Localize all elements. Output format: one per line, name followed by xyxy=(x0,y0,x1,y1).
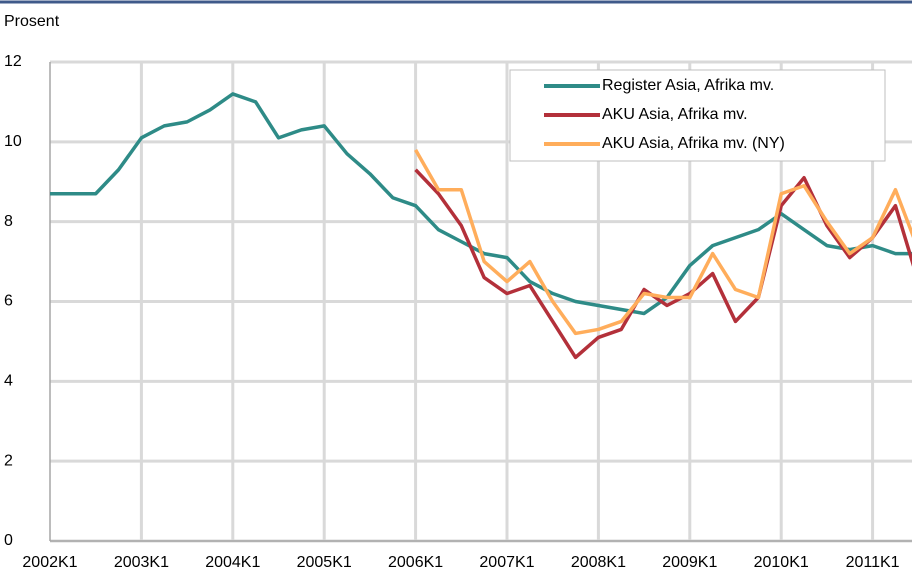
x-tick-label: 2011K1 xyxy=(846,554,900,571)
legend-label: AKU Asia, Afrika mv. (NY) xyxy=(602,135,785,152)
x-tick-label: 2002K1 xyxy=(22,554,77,571)
series-line xyxy=(50,92,912,316)
x-tick-label: 2006K1 xyxy=(388,554,443,571)
y-tick-label: 8 xyxy=(4,213,13,230)
x-tick-label: 2003K1 xyxy=(114,554,169,571)
y-tick-label: 4 xyxy=(4,373,13,390)
series-line xyxy=(414,148,912,336)
legend: Register Asia, Afrika mv. AKU Asia, Afrik… xyxy=(509,69,886,162)
grid xyxy=(49,60,912,543)
legend-label: AKU Asia, Afrika mv. xyxy=(602,106,748,123)
y-tick-label: 6 xyxy=(4,293,13,310)
y-tick-label: 2 xyxy=(4,452,13,469)
x-tick-label: 2009K1 xyxy=(662,554,717,571)
x-tick-label: 2005K1 xyxy=(297,554,352,571)
x-tick-label: 2010K1 xyxy=(754,554,809,571)
y-tick-label: 10 xyxy=(4,133,22,150)
x-tick-label: 2008K1 xyxy=(571,554,626,571)
series-line xyxy=(414,168,912,360)
lines xyxy=(50,92,912,360)
y-tick-label: 12 xyxy=(4,53,22,70)
labels: 0 2 4 6 8 10 12 2002K1 2003K1 2004K1 2005K1 2006K1 2… xyxy=(4,53,900,571)
legend-label: Register Asia, Afrika mv. xyxy=(602,77,774,94)
y-axis-label: Prosent xyxy=(4,13,60,30)
x-tick-label: 2004K1 xyxy=(205,554,260,571)
y-tick-label: 0 xyxy=(4,532,13,549)
x-tick-label: 2007K1 xyxy=(479,554,534,571)
